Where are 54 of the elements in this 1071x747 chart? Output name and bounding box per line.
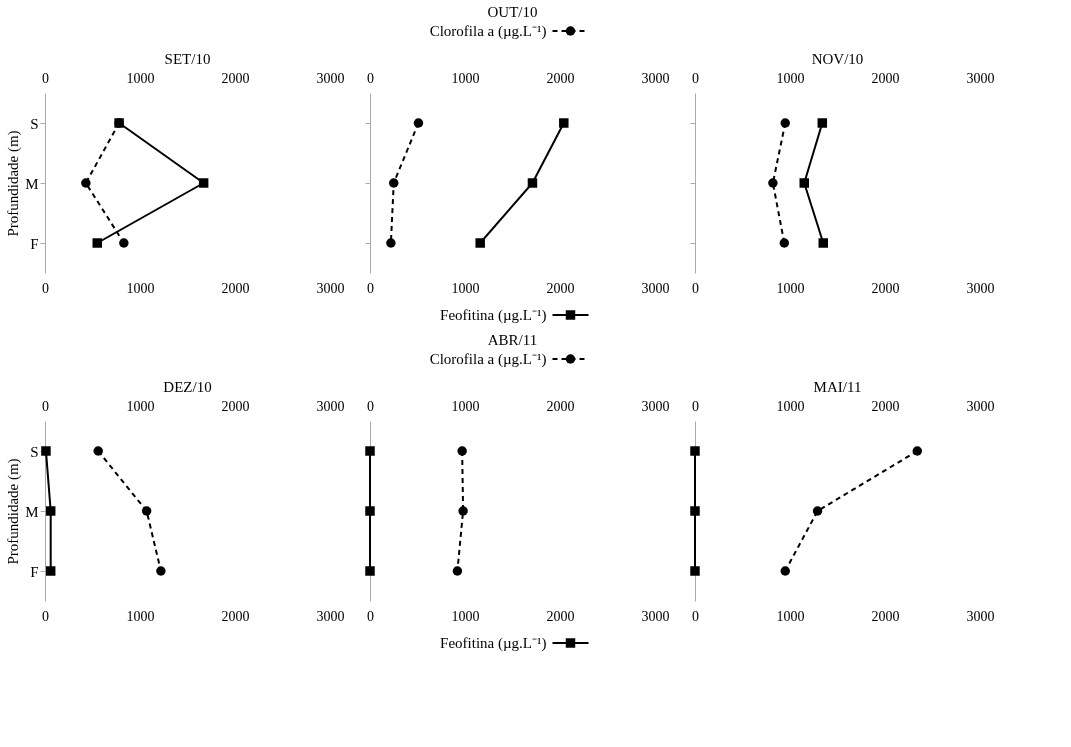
legend-label: Clorofila a (µg.L⁻¹) [429, 351, 547, 368]
x2-tick-label: 0 [42, 70, 49, 86]
x2-tick-label: 1000 [776, 70, 805, 86]
x2-tick-label: 0 [367, 70, 374, 86]
x-tick-label: 1000 [126, 608, 155, 624]
x2-tick-label: 1000 [451, 70, 480, 86]
chart-title: SET/10 [164, 51, 211, 67]
x2-tick-label: 2000 [546, 70, 575, 86]
x-tick-label: 3000 [641, 280, 670, 296]
y-tick-label: F [30, 235, 39, 252]
chart-title: ABR/11 [487, 332, 538, 348]
x-tick-label: 0 [692, 280, 699, 296]
x-tick-label: 2000 [221, 280, 250, 296]
y-tick-label: M [25, 175, 39, 192]
y-axis-title: Profundidade (m) [5, 130, 23, 237]
y-axis-title: Profundidade (m) [5, 458, 23, 565]
x2-tick-label: 3000 [966, 70, 995, 86]
y-tick-label: M [25, 503, 39, 520]
x-tick-label: 1000 [776, 398, 805, 414]
x2-tick-label: 2000 [221, 70, 250, 86]
x-tick-label: 3000 [641, 398, 670, 414]
chart-title: OUT/10 [487, 4, 538, 20]
x2-tick-label: 3000 [641, 70, 670, 86]
x-tick-label: 2000 [871, 280, 900, 296]
y-tick-label: S [30, 115, 39, 132]
y-tick-label: S [30, 443, 39, 460]
legend-label: Feofitina (µg.L⁻¹) [440, 307, 547, 324]
y-tick-label: F [30, 563, 39, 580]
x2-tick-label: 2000 [871, 70, 900, 86]
chart-title: MAI/11 [813, 379, 862, 395]
x2-tick-label: 0 [692, 70, 699, 86]
x-tick-label: 1000 [776, 280, 805, 296]
x2-tick-label: 1000 [126, 70, 155, 86]
chart-title: NOV/10 [811, 51, 864, 67]
chart-title: DEZ/10 [163, 379, 212, 395]
x-tick-label: 3000 [966, 280, 995, 296]
x-tick-label: 1000 [126, 280, 155, 296]
x-tick-label: 0 [367, 398, 374, 414]
x-tick-label: 0 [42, 280, 49, 296]
x-tick-label: 3000 [316, 280, 345, 296]
x-tick-label: 0 [692, 398, 699, 414]
x-tick-label: 2000 [546, 398, 575, 414]
x-tick-label: 3000 [966, 398, 995, 414]
x-tick-label: 2000 [546, 280, 575, 296]
x-tick-label: 2000 [221, 608, 250, 624]
x-tick-label: 2000 [871, 398, 900, 414]
x-tick-label: 3000 [316, 608, 345, 624]
x-tick-label: 1000 [451, 280, 480, 296]
x2-tick-label: 3000 [316, 70, 345, 86]
x-tick-label: 0 [367, 280, 374, 296]
legend-label: Feofitina (µg.L⁻¹) [440, 635, 547, 652]
x-tick-label: 1000 [451, 398, 480, 414]
legend-label: Clorofila a (µg.L⁻¹) [429, 23, 547, 40]
x-tick-label: 0 [42, 608, 49, 624]
